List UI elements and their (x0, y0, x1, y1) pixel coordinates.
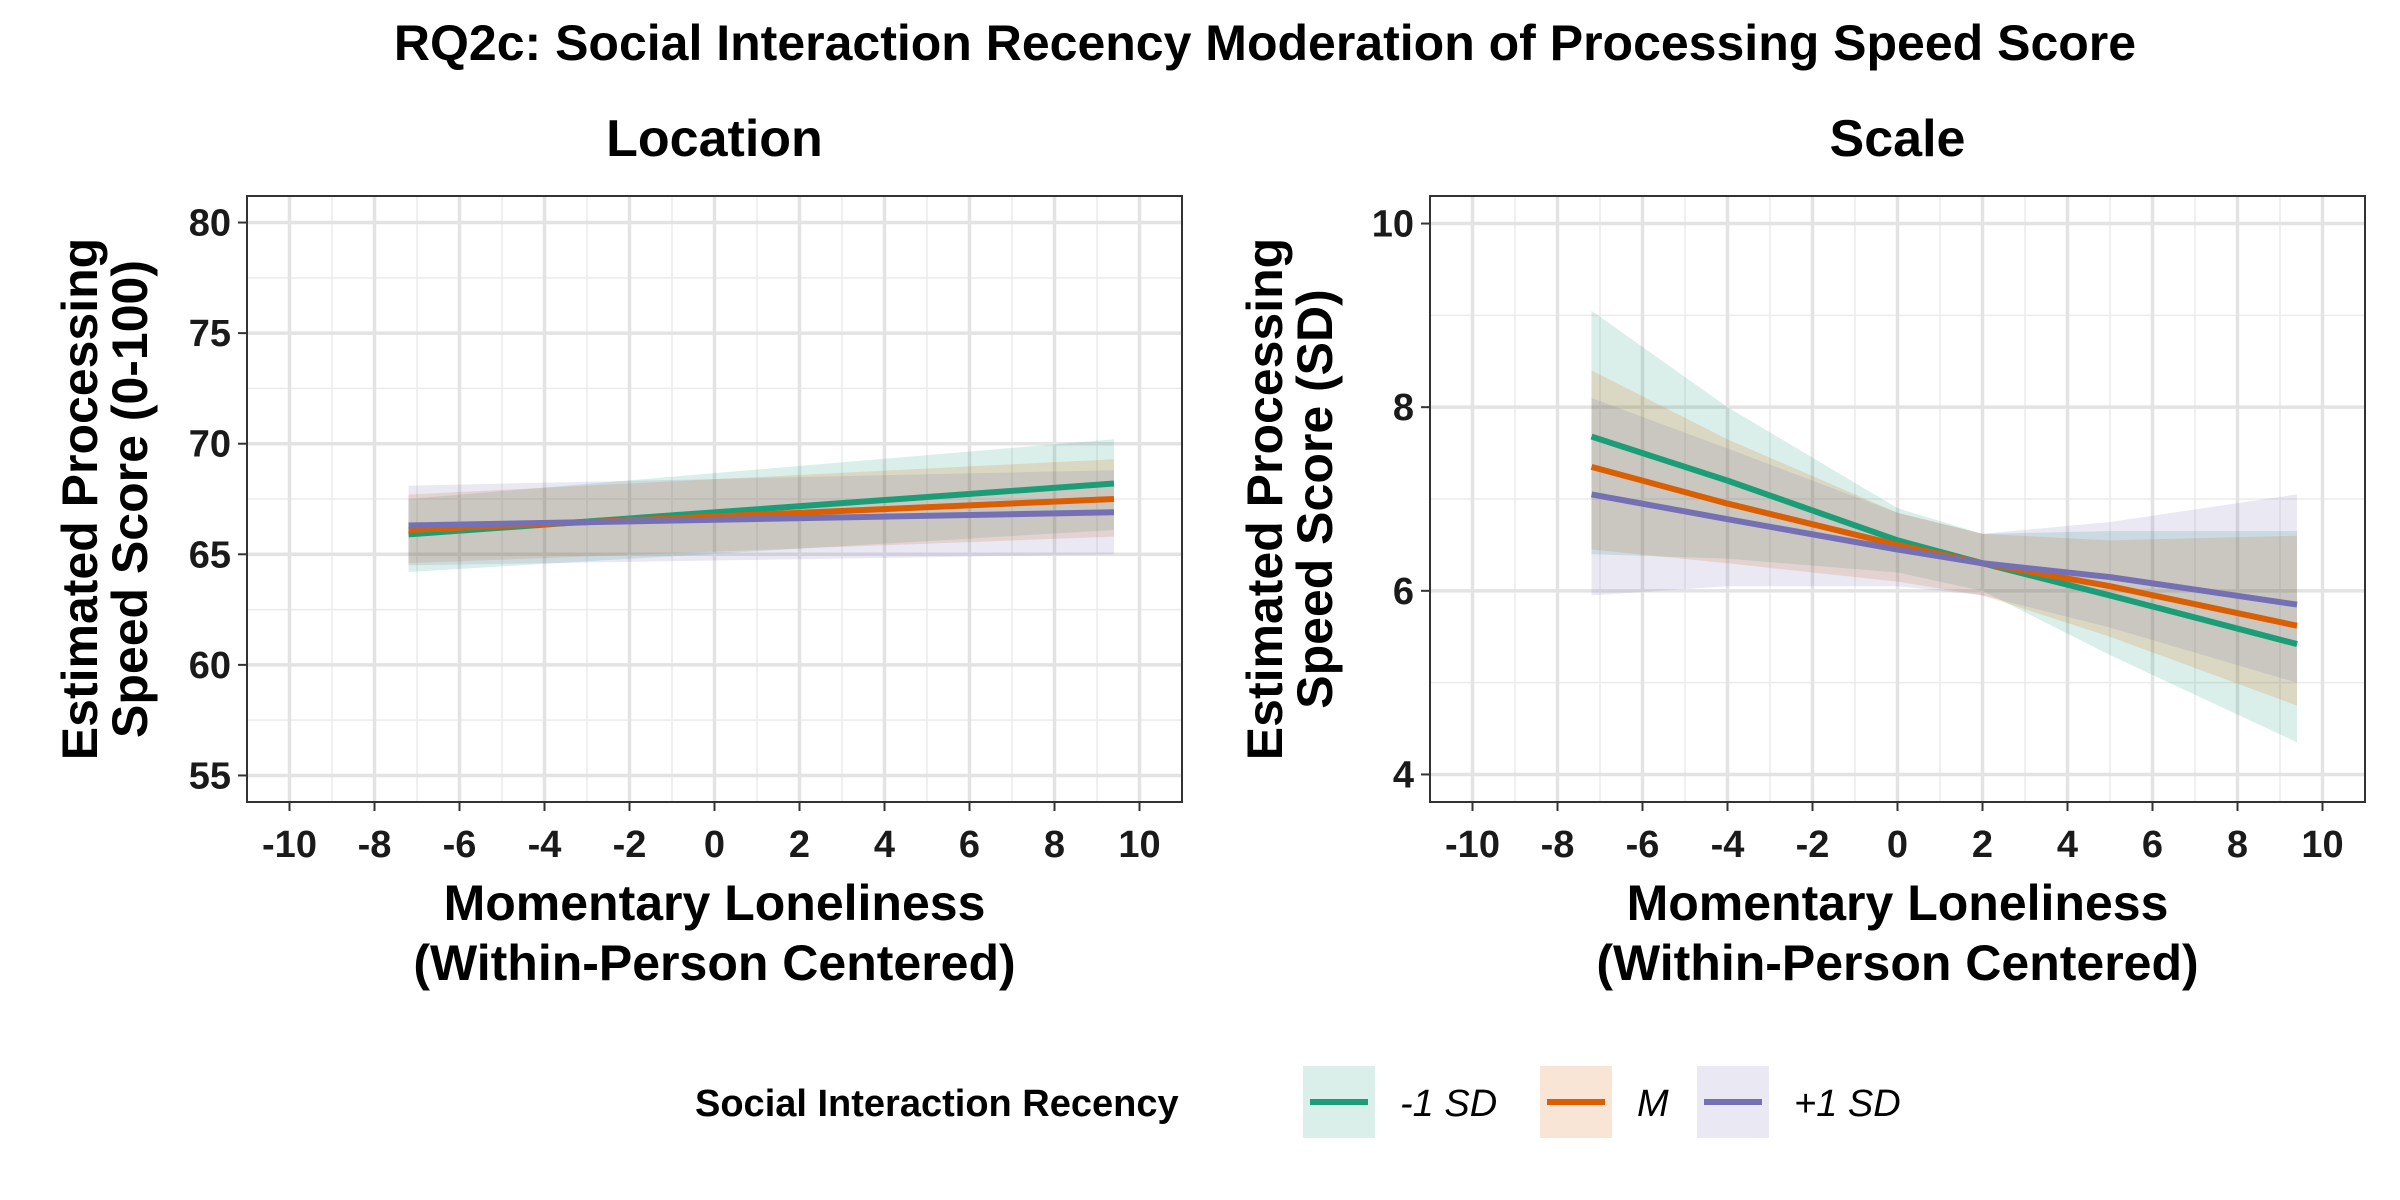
x-tick-label: 0 (1887, 824, 1908, 866)
legend-item: M (1540, 1066, 1669, 1138)
ribbon--1 SD (408, 439, 1114, 572)
series-lines (408, 480, 1115, 538)
x-tick-label: 0 (704, 824, 725, 866)
x-tick-label: 6 (2142, 824, 2163, 866)
x-tick-label: 8 (1044, 824, 1065, 866)
y-tick-label: 60 (189, 645, 231, 687)
x-tick-label: 10 (2301, 824, 2343, 866)
y-axis-title-line: Estimated Processing (1237, 238, 1293, 760)
x-tick-label: -6 (443, 824, 477, 866)
axis-ticks: -10 -8 -6 -4 -2 0 2 4 6 8 10 55 60 65 70 75 80 (189, 203, 1161, 866)
y-tick-label: 4 (1393, 754, 1414, 796)
y-tick-label: 8 (1393, 387, 1414, 429)
x-tick-label: -2 (1796, 824, 1830, 866)
ribbon-M (1591, 370, 2297, 706)
x-tick-label: -4 (528, 824, 562, 866)
x-tick-label: 2 (1972, 824, 1993, 866)
x-tick-label: 8 (2227, 824, 2248, 866)
legend-title: Social Interaction Recency (695, 1083, 1179, 1125)
y-tick-label: 80 (189, 203, 231, 245)
ribbon-+1 SD (1591, 398, 2297, 683)
x-axis-title: Momentary Loneliness (Within-Person Cente… (413, 875, 1015, 991)
x-tick-label: -10 (1445, 824, 1500, 866)
y-tick-label: 70 (189, 424, 231, 466)
axis-ticks: -10 -8 -6 -4 -2 0 2 4 6 8 10 4 6 8 10 (1372, 204, 2344, 866)
line-+1 SD (408, 509, 1115, 529)
x-axis-title-line: (Within-Person Centered) (413, 935, 1015, 991)
y-tick-label: 55 (189, 755, 231, 797)
x-tick-label: 10 (1118, 824, 1160, 866)
y-tick-label: 65 (189, 534, 231, 576)
y-tick-label: 10 (1372, 204, 1414, 246)
x-tick-label: -10 (262, 824, 317, 866)
y-axis-title-line: Speed Score (0-100) (102, 260, 158, 738)
x-axis-title-line: Momentary Loneliness (444, 875, 986, 931)
confidence-ribbons (1591, 310, 2297, 743)
panel-scale: Scale -10 -8 -6 -4 -2 0 2 4 6 8 10 4 6 8 10 Momentary Lo… (1237, 110, 2366, 991)
legend-label: +1 SD (1794, 1083, 1901, 1125)
legend-label: -1 SD (1400, 1083, 1497, 1125)
x-tick-label: -8 (1541, 824, 1575, 866)
x-tick-label: -8 (358, 824, 392, 866)
legend: Social Interaction Recency -1 SD M +1 SD (695, 1066, 1901, 1138)
legend-label: M (1637, 1083, 1669, 1125)
ribbon--1 SD (1591, 310, 2297, 743)
x-tick-label: -2 (613, 824, 647, 866)
x-axis-title-line: Momentary Loneliness (1627, 875, 2169, 931)
x-axis-title: Momentary Loneliness (Within-Person Cente… (1596, 875, 2198, 991)
legend-item: -1 SD (1303, 1066, 1497, 1138)
figure-title: RQ2c: Social Interaction Recency Moderat… (394, 15, 2136, 71)
y-tick-label: 6 (1393, 571, 1414, 613)
series-lines (1590, 433, 2298, 647)
x-tick-label: 4 (874, 824, 895, 866)
x-tick-label: -4 (1711, 824, 1745, 866)
panel-location: Location -10 -8 -6 -4 -2 0 2 4 6 8 10 55 60 65 70 75 80 Mo… (52, 110, 1183, 991)
x-tick-label: -6 (1626, 824, 1660, 866)
line-+1 SD (1590, 491, 2298, 608)
x-tick-label: 4 (2057, 824, 2078, 866)
legend-item: +1 SD (1697, 1066, 1901, 1138)
x-tick-label: 2 (789, 824, 810, 866)
panel-title: Location (606, 110, 823, 168)
chart-panels: Location-10 -8 -6 -4 -2 0 2 4 6 8 10556065707580Mo… (52, 110, 2366, 991)
x-axis-title-line: (Within-Person Centered) (1596, 935, 2198, 991)
y-axis-title-line: Speed Score (SD) (1287, 289, 1343, 709)
panel-title: Scale (1830, 110, 1966, 168)
y-axis-title-line: Estimated Processing (52, 238, 108, 760)
y-tick-label: 75 (189, 313, 231, 355)
x-tick-label: 6 (959, 824, 980, 866)
